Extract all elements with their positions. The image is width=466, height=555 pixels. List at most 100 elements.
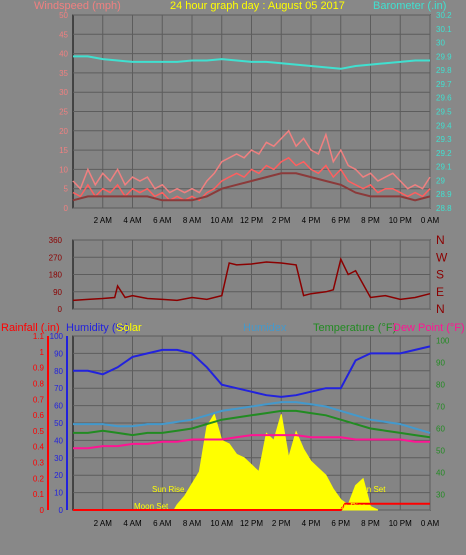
wind-left-tick-label: 25	[59, 108, 68, 117]
rainfall-tick-label: 0.8	[33, 379, 45, 388]
wind-left-tick-label: 50	[59, 11, 68, 20]
wind-x-tick-label: 8 PM	[361, 216, 380, 225]
temperature-series	[73, 345, 431, 511]
windspeed-line	[72, 156, 431, 202]
wind-gridlines	[73, 14, 431, 209]
barometer-tick-label: 30.1	[436, 25, 452, 34]
temperature-x-tick-label: 8 PM	[361, 519, 380, 528]
rainfall-tick-label: 0.5	[33, 427, 45, 436]
barometer-tick-label: 29.7	[436, 80, 452, 89]
humidex-axis-title: Humidex	[243, 322, 287, 334]
temperature-x-tick-label: 6 AM	[153, 519, 172, 528]
humidity-tick-label: 20	[54, 471, 63, 480]
wind-left-tick-label: 20	[59, 127, 68, 136]
rainfall-axis-title: Rainfall (.in)	[1, 322, 60, 334]
humidity-tick-label: 70	[54, 384, 63, 393]
temperature-x-tick-label: 10 PM	[389, 519, 412, 528]
humidity-tick-label: 60	[54, 402, 63, 411]
direction-series	[72, 256, 431, 302]
wind-x-tick-label: 12 PM	[240, 216, 263, 225]
moonrise-label: Moon Rise	[328, 502, 367, 511]
direction-tick-label: 90	[53, 288, 62, 297]
humidity-tick-label: 90	[54, 349, 63, 358]
temperature-right-axis: 30 40 50 60 70 80 90 100	[436, 336, 450, 499]
barometer-tick-label: 30	[436, 39, 445, 48]
temperature-x-tick-label: 12 PM	[240, 519, 263, 528]
wind-x-tick-label: 10 PM	[389, 216, 412, 225]
rainfall-line	[73, 502, 430, 511]
compass-tick-label: S	[436, 268, 444, 282]
rainfall-tick-label: 1.1	[33, 332, 45, 341]
temperature-tick-label: 70	[436, 402, 445, 411]
barometer-tick-label: 29.8	[436, 66, 452, 75]
humidex-line	[73, 401, 431, 434]
rainfall-tick-label: 0.3	[33, 459, 45, 468]
rainfall-left-axis: 0 0.1 0.2 0.3 0.4 0.5 0.6 0.7 0.8 0.9 1 1.1	[33, 332, 49, 515]
humidity-tick-label: 30	[54, 454, 63, 463]
rainfall-tick-label: 0.6	[33, 411, 45, 420]
temperature-x-tick-label: 2 AM	[94, 519, 113, 528]
humidity-tick-label: 50	[54, 419, 63, 428]
rainfall-tick-label: 0.4	[33, 443, 45, 452]
barometer-tick-label: 30.2	[436, 11, 452, 20]
wind-left-tick-label: 40	[59, 50, 68, 59]
wind-left-tick-label: 15	[59, 146, 68, 155]
temperature-tick-label: 30	[436, 491, 445, 500]
humidity-tick-label: 100	[50, 332, 64, 341]
humidity-tick-label: 0	[59, 506, 64, 515]
rainfall-tick-label: 0	[40, 506, 45, 515]
barometer-tick-label: 29.9	[436, 52, 452, 61]
barometer-tick-label: 28.8	[436, 204, 452, 213]
rainfall-tick-label: 1	[40, 348, 45, 357]
barometer-tick-label: 29.2	[436, 149, 452, 158]
barometer-right-axis: 28.8 28.9 29 29.1 29.2 29.3 29.4 29.5 29.6 29.7 29…	[436, 11, 452, 213]
temperature-line	[73, 409, 431, 439]
solar-area-fill	[173, 413, 379, 511]
temperature-axis-title: Temperature (°F)	[313, 322, 396, 334]
temperature-tick-label: 60	[436, 425, 445, 434]
direction-left-axis: 0 90 180 270 360	[49, 236, 63, 314]
temperature-x-tick-label: 0 AM	[421, 519, 440, 528]
barometer-tick-label: 28.9	[436, 190, 452, 199]
temperature-x-tick-label: 6 PM	[331, 519, 350, 528]
humidity-axis-title: Humidity (%)	[66, 322, 129, 334]
rainfall-tick-label: 0.7	[33, 395, 45, 404]
main-title: 24 hour graph day : August 05 2017	[170, 0, 345, 12]
wind-x-tick-label: 2 AM	[94, 216, 113, 225]
wind-left-tick-label: 35	[59, 69, 68, 78]
wind-x-axis: 2 AM 4 AM 6 AM 8 AM 10 AM 12 PM 2 PM 4 PM 6 PM 8 …	[94, 216, 440, 225]
rainfall-tick-label: 0.9	[33, 364, 45, 373]
temperature-tick-label: 90	[436, 358, 445, 367]
temperature-x-tick-label: 4 AM	[123, 519, 142, 528]
wind-x-tick-label: 6 AM	[153, 216, 172, 225]
wind-x-tick-label: 6 PM	[331, 216, 350, 225]
wind-x-tick-label: 8 AM	[183, 216, 202, 225]
solar-axis-title: Solar	[116, 322, 142, 334]
wind-left-tick-label: 30	[59, 88, 68, 97]
barometer-tick-label: 29.1	[436, 163, 452, 172]
direction-tick-label: 0	[58, 305, 63, 314]
temperature-tick-label: 80	[436, 380, 445, 389]
rainfall-tick-label: 0.2	[33, 474, 45, 483]
barometer-tick-label: 29.4	[436, 121, 452, 130]
humidity-left-axis: 0 10 20 30 40 50 60 70 80 90 100	[50, 332, 68, 515]
barometer-axis-title: Barometer (.in)	[373, 0, 446, 12]
humidity-line	[73, 345, 431, 398]
barometer-tick-label: 29	[436, 176, 445, 185]
windspeed-axis-title: Windspeed (mph)	[34, 0, 121, 12]
rainfall-tick-label: 0.1	[33, 490, 45, 499]
sunset-label: Sun Set	[357, 485, 386, 494]
compass-tick-label: W	[436, 250, 448, 264]
wind-series	[72, 55, 431, 202]
wind-x-tick-label: 4 AM	[123, 216, 142, 225]
wind-left-tick-label: 0	[64, 204, 69, 213]
temperature-x-tick-label: 8 AM	[183, 519, 202, 528]
compass-tick-label: N	[436, 302, 445, 316]
temperature-tick-label: 40	[436, 469, 445, 478]
wind-left-tick-label: 5	[64, 185, 69, 194]
wind-left-tick-label: 10	[59, 165, 68, 174]
temperature-tick-label: 100	[436, 336, 450, 345]
sunrise-label: Sun Rise	[152, 485, 185, 494]
